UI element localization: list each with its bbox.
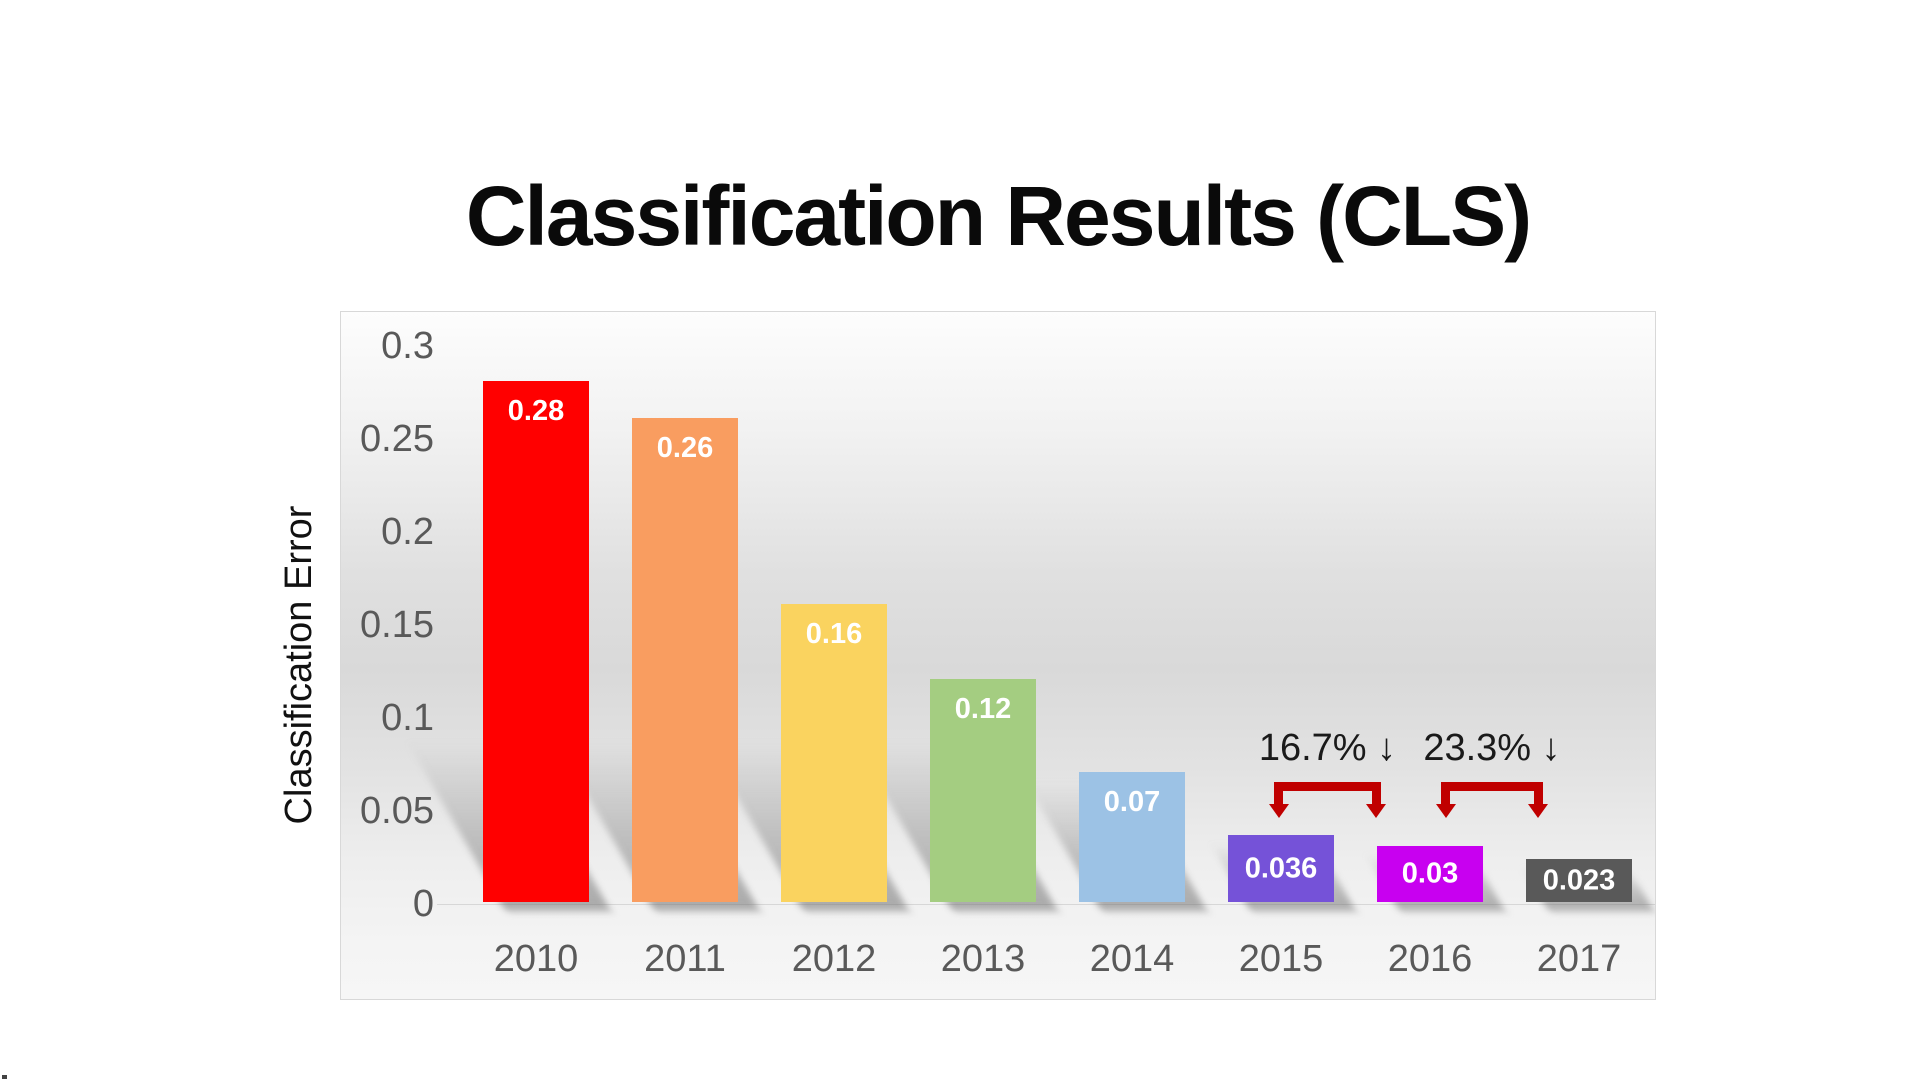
plot-area: 16.7% ↓ 23.3% ↓ 0.3 0.25 0.2 0.15 0.1 0.05 0 0.… (340, 311, 1656, 1000)
bar-value-label: 0.12 (954, 693, 1012, 725)
bar-2016: 0.03 (1377, 846, 1483, 902)
bracket-left-leg (1441, 791, 1450, 805)
x-axis-label-2015: 2015 (1238, 938, 1324, 980)
y-tick-label: 0.3 (381, 325, 434, 367)
down-arrowhead-icon (1528, 804, 1548, 818)
x-axis-label-2013: 2013 (940, 938, 1026, 980)
decrease-bracket-arrow (1269, 782, 1386, 818)
bar-value-label: 0.07 (1103, 786, 1161, 818)
screen-artifact-dot (2, 1075, 7, 1079)
x-axis-label-2014: 2014 (1089, 938, 1175, 980)
decrease-annotation-text: 23.3% ↓ (1423, 727, 1561, 769)
bracket-right-leg (1534, 791, 1543, 805)
decrease-annotation-text: 16.7% ↓ (1258, 727, 1397, 769)
y-axis-title: Classification Error (278, 505, 320, 825)
bar-value-label: 0.023 (1542, 864, 1616, 896)
down-arrowhead-icon (1366, 804, 1386, 818)
bar-2014: 0.07 (1079, 772, 1185, 902)
chart-title: Classification Results (CLS) (465, 169, 1532, 263)
bar-2013: 0.12 (930, 679, 1036, 902)
bar-2015: 0.036 (1228, 835, 1334, 902)
decrease-bracket-arrow (1436, 782, 1548, 818)
down-arrowhead-icon (1269, 804, 1289, 818)
x-axis-label-2012: 2012 (791, 938, 877, 980)
x-axis-label-2011: 2011 (644, 938, 726, 980)
y-tick-label: 0.15 (360, 604, 434, 646)
bracket-left-leg (1274, 791, 1283, 805)
bar-value-label: 0.28 (507, 395, 565, 427)
x-axis-label-2017: 2017 (1536, 938, 1622, 980)
bar-2017: 0.023 (1526, 859, 1632, 902)
bar-value-label: 0.16 (805, 618, 863, 650)
y-tick-label: 0.25 (360, 418, 434, 460)
x-axis-label-2016: 2016 (1387, 938, 1473, 980)
bar-2011: 0.26 (632, 418, 738, 902)
bar-2010: 0.28 (483, 381, 589, 902)
down-arrowhead-icon (1436, 804, 1456, 818)
decrease-annotation-2016-2017: 23.3% ↓ (1423, 726, 1561, 818)
bar-value-label: 0.26 (656, 432, 714, 464)
x-axis-label-2010: 2010 (493, 938, 579, 980)
bar-value-label: 0.03 (1401, 857, 1459, 890)
bracket-right-leg (1372, 791, 1381, 805)
y-tick-label: 0 (412, 883, 434, 925)
bar-value-label: 0.036 (1244, 852, 1318, 884)
decrease-annotation-2015-2016: 16.7% ↓ (1259, 726, 1396, 818)
y-tick-label: 0.05 (360, 790, 434, 832)
y-tick-label: 0.1 (381, 697, 434, 739)
y-tick-label: 0.2 (381, 511, 434, 553)
bar-2012: 0.16 (781, 604, 887, 902)
